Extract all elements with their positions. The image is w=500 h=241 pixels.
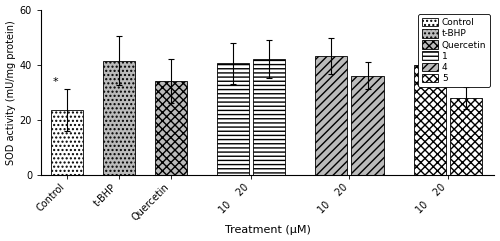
Bar bbox=[253, 59, 285, 175]
Legend: Control, t-BHP, Quercetin, 1, 4, 5: Control, t-BHP, Quercetin, 1, 4, 5 bbox=[418, 14, 490, 87]
Text: *: * bbox=[452, 74, 458, 84]
Y-axis label: SOD activity (mU/mg protein): SOD activity (mU/mg protein) bbox=[6, 20, 16, 165]
Bar bbox=[51, 110, 83, 175]
Bar bbox=[103, 60, 135, 175]
Bar bbox=[450, 98, 482, 175]
Bar bbox=[154, 81, 186, 175]
Text: *: * bbox=[53, 77, 59, 87]
Bar bbox=[315, 56, 348, 175]
Bar bbox=[352, 76, 384, 175]
Bar bbox=[414, 65, 446, 175]
Bar bbox=[217, 63, 249, 175]
X-axis label: Treatment (μM): Treatment (μM) bbox=[225, 225, 310, 235]
